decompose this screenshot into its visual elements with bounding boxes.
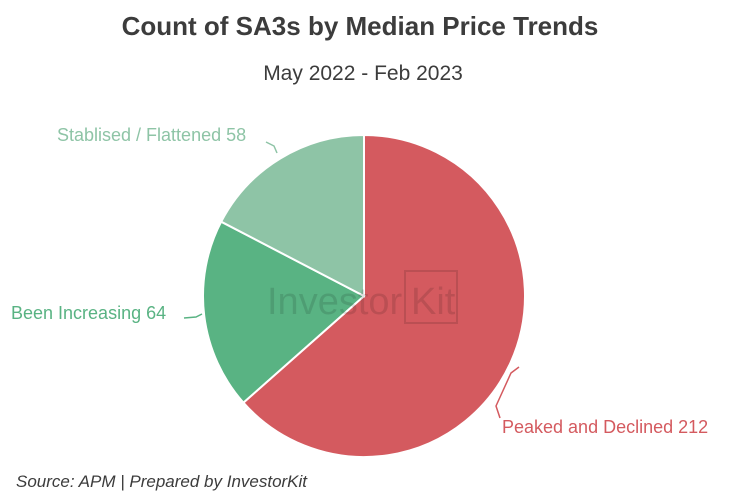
- watermark-logo: Investor Kit: [267, 270, 458, 324]
- svg-text:Investor: Investor: [267, 281, 403, 323]
- slice-labels: Peaked and Declined 212 Been Increasing 6…: [11, 125, 708, 437]
- chart-title: Count of SA3s by Median Price Trends: [122, 11, 599, 41]
- svg-text:Kit: Kit: [411, 281, 456, 323]
- pie-slice-been-increasing: [202, 220, 366, 405]
- slice-label-connector: [495, 366, 520, 419]
- slice-label: Been Increasing 64: [11, 303, 166, 323]
- slice-label: Stablised / Flattened 58: [57, 125, 246, 145]
- pie-slice-stablised-flattened: [219, 133, 365, 298]
- source-note: Source: APM | Prepared by InvestorKit: [16, 472, 308, 491]
- slice-label: Peaked and Declined 212: [502, 417, 708, 437]
- chart-subtitle: May 2022 - Feb 2023: [263, 62, 463, 85]
- pie-slice-peaked-and-declined: [241, 133, 526, 458]
- slice-label-connector: [183, 313, 203, 319]
- pie-slices: [202, 133, 526, 458]
- slice-label-connector: [265, 141, 278, 154]
